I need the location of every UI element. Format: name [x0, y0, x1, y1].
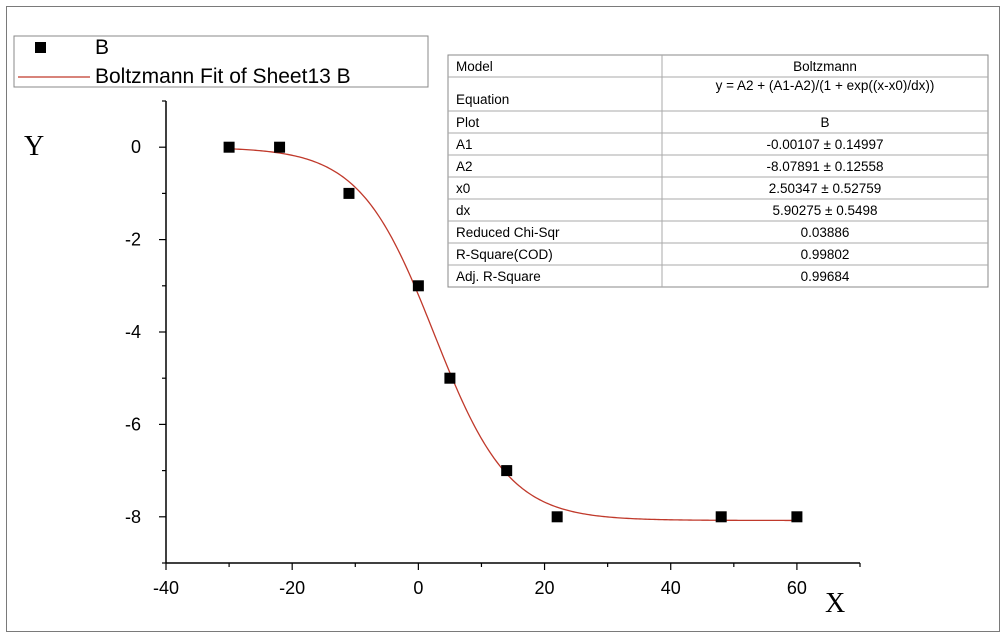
data-point: [444, 372, 456, 384]
data-point: [551, 511, 563, 523]
y-tick-label: 0: [131, 137, 141, 157]
y-tick-label: -4: [125, 322, 141, 342]
table-value: B: [820, 115, 829, 130]
table-value: y = A2 + (A1-A2)/(1 + exp((x-x0)/dx)): [716, 78, 935, 93]
table-key: Reduced Chi-Sqr: [456, 225, 560, 240]
table-value: -0.00107 ± 0.14997: [766, 137, 883, 152]
legend-box: [13, 35, 429, 88]
table-key: R-Square(COD): [456, 247, 553, 262]
data-point: [715, 511, 727, 523]
fit-curve: [229, 148, 797, 522]
table-key: dx: [456, 203, 471, 218]
y-axis-title: Y: [24, 131, 44, 162]
data-point: [791, 511, 803, 523]
y-tick-label: -6: [125, 414, 141, 434]
table-value: 0.03886: [801, 225, 850, 240]
y-tick-label: -2: [125, 230, 141, 250]
table-value: 5.90275 ± 0.5498: [772, 203, 877, 218]
table-key: A1: [456, 137, 473, 152]
legend: B Boltzmann Fit of Sheet13 B: [13, 35, 429, 88]
x-tick-label: 60: [787, 578, 807, 598]
x-tick-label: 40: [661, 578, 681, 598]
table-key: x0: [456, 181, 470, 196]
x-tick-label: -40: [153, 578, 179, 598]
y-tick-label: -8: [125, 507, 141, 527]
points-layer: [223, 141, 803, 523]
table-key: A2: [456, 159, 473, 174]
data-point: [412, 280, 424, 292]
legend-marker-B: [35, 42, 46, 53]
table-key: Plot: [456, 115, 480, 130]
table-value: 2.50347 ± 0.52759: [769, 181, 882, 196]
data-point: [274, 141, 286, 153]
legend-label-fit: Boltzmann Fit of Sheet13 B: [95, 65, 351, 88]
data-point: [223, 141, 235, 153]
x-tick-label: 0: [413, 578, 423, 598]
table-value: 0.99684: [801, 269, 850, 284]
x-tick-label: 20: [535, 578, 555, 598]
legend-label-B: B: [95, 36, 109, 59]
table-key: Equation: [456, 92, 509, 107]
fit-parameter-table: Model Boltzmann Equation y = A2 + (A1-A2)/(…: [447, 54, 989, 288]
x-tick-label: -20: [279, 578, 305, 598]
axes: -40 -20 0 20 40 60 0 -2 -4 -6 -8: [125, 100, 861, 598]
x-axis-title: X: [825, 588, 845, 619]
table-key: Model: [456, 59, 493, 74]
table-key: Adj. R-Square: [456, 269, 541, 284]
table-value: -8.07891 ± 0.12558: [766, 159, 883, 174]
data-point: [501, 465, 513, 477]
table-border: [447, 54, 989, 288]
fit-line-layer: [229, 148, 797, 522]
table-value: Boltzmann: [793, 59, 857, 74]
table-value: 0.99802: [801, 247, 850, 262]
data-point: [343, 187, 355, 199]
